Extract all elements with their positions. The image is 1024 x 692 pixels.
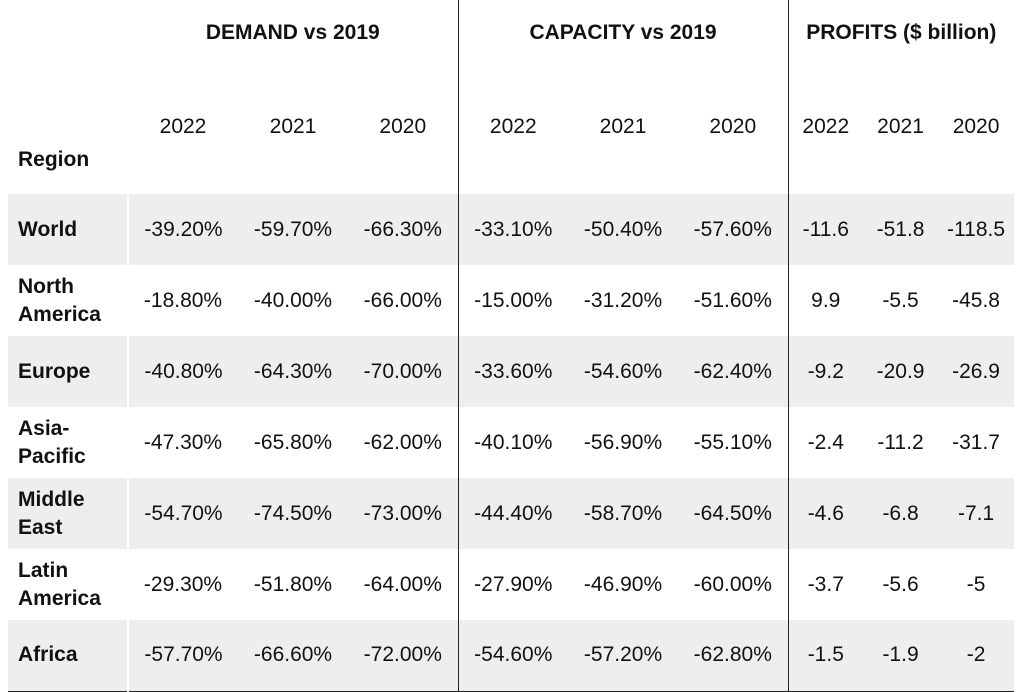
value-cell-demand-2020: -66.00% [348, 265, 459, 336]
value-cell-profits-2021: -5.6 [882, 572, 919, 596]
value-cell-capacity-2021: -50.40% [568, 194, 679, 265]
value-cell-profits-2020: -7.1 [938, 478, 1015, 549]
value-cell-demand-2021: -66.60% [238, 620, 348, 692]
value-cell-profits-2021: -1.9 [863, 620, 939, 692]
value-cell-capacity-2021: -46.90% [583, 572, 663, 596]
region-cell: Latin America [18, 558, 101, 610]
value-cell-capacity-2022: -27.90% [474, 572, 553, 596]
value-cell-profits-2021: -6.8 [863, 478, 939, 549]
value-cell-profits-2022: -3.7 [807, 572, 844, 596]
value-cell-demand-2022: -18.80% [143, 288, 223, 312]
region-cell: Middle East [8, 478, 129, 549]
value-cell-profits-2022: 9.9 [811, 288, 841, 312]
value-cell-capacity-2021: -56.90% [583, 430, 663, 454]
value-cell-profits-2020: -5 [966, 572, 986, 596]
year-header-capacity-2021: 2021 [599, 115, 647, 138]
group-header-demand: DEMAND vs 2019 [128, 0, 459, 66]
data-table-container: DEMAND vs 2019 CAPACITY vs 2019 PROFITS … [8, 0, 1015, 692]
value-cell-capacity-2020: -57.60% [678, 194, 789, 265]
table-row: North America -18.80% -40.00% -66.00% -15.00… [8, 265, 1014, 336]
region-cell: Europe [8, 336, 129, 407]
value-cell-profits-2020: -26.9 [938, 336, 1015, 407]
region-column-header: Region [18, 148, 90, 171]
value-cell-capacity-2021: -58.70% [568, 478, 679, 549]
value-cell-profits-2022: -9.2 [788, 336, 864, 407]
value-cell-capacity-2022: -33.10% [458, 194, 569, 265]
value-cell-profits-2021: -20.9 [863, 336, 939, 407]
value-cell-demand-2020: -66.30% [348, 194, 459, 265]
value-cell-capacity-2021: -57.20% [568, 620, 679, 692]
year-header-profits-2021: 2021 [877, 115, 924, 138]
value-cell-profits-2022: -2.4 [807, 430, 844, 454]
value-cell-profits-2020: -118.5 [938, 194, 1015, 265]
value-cell-demand-2020: -64.00% [348, 549, 459, 620]
value-cell-capacity-2022: -40.10% [474, 430, 553, 454]
value-cell-demand-2022: -29.30% [143, 572, 223, 596]
year-header-demand-2021: 2021 [269, 115, 317, 138]
region-cell: North America [18, 274, 101, 326]
table-row: Africa -57.70% -66.60% -72.00% -54.60% -57.20… [8, 620, 1015, 692]
value-cell-demand-2022: -39.20% [128, 194, 238, 265]
value-cell-capacity-2020: -62.80% [678, 620, 789, 692]
group-header-row: DEMAND vs 2019 CAPACITY vs 2019 PROFITS … [8, 0, 1014, 66]
value-cell-demand-2021: -64.30% [238, 336, 348, 407]
value-cell-demand-2022: -54.70% [128, 478, 238, 549]
region-group-spacer [8, 0, 128, 66]
year-header-demand-2022: 2022 [159, 115, 207, 138]
value-cell-demand-2022: -40.80% [128, 336, 238, 407]
value-cell-capacity-2022: -33.60% [458, 336, 569, 407]
year-header-row: Region 2022 2021 2020 2022 2021 2020 202… [8, 66, 1014, 194]
value-cell-demand-2021: -51.80% [253, 572, 333, 596]
value-cell-profits-2022: -1.5 [788, 620, 864, 692]
value-cell-demand-2022: -47.30% [143, 430, 223, 454]
value-cell-capacity-2021: -31.20% [583, 288, 663, 312]
value-cell-demand-2020: -70.00% [348, 336, 459, 407]
value-cell-profits-2021: -51.8 [863, 194, 939, 265]
value-cell-demand-2021: -74.50% [238, 478, 348, 549]
region-cell: Africa [8, 620, 129, 692]
table-row: Europe -40.80% -64.30% -70.00% -33.60% -54.60… [8, 336, 1015, 407]
value-cell-demand-2020: -73.00% [348, 478, 459, 549]
value-cell-profits-2021: -11.2 [877, 430, 924, 454]
value-cell-capacity-2022: -15.00% [474, 288, 553, 312]
group-header-capacity: CAPACITY vs 2019 [458, 0, 789, 66]
value-cell-capacity-2020: -64.50% [678, 478, 789, 549]
year-header-capacity-2022: 2022 [489, 115, 537, 138]
value-cell-demand-2021: -65.80% [253, 430, 333, 454]
value-cell-demand-2020: -62.00% [348, 407, 459, 478]
value-cell-profits-2020: -45.8 [952, 288, 1000, 312]
value-cell-profits-2020: -31.7 [952, 430, 1000, 454]
airline-data-table: DEMAND vs 2019 CAPACITY vs 2019 PROFITS … [8, 0, 1015, 692]
value-cell-demand-2021: -40.00% [253, 288, 333, 312]
value-cell-capacity-2022: -54.60% [458, 620, 569, 692]
region-cell: World [8, 194, 129, 265]
value-cell-capacity-2020: -60.00% [678, 549, 789, 620]
year-header-capacity-2020: 2020 [678, 66, 789, 194]
value-cell-capacity-2020: -55.10% [678, 407, 789, 478]
year-header-demand-2020: 2020 [348, 66, 459, 194]
value-cell-profits-2021: -5.5 [882, 288, 919, 312]
year-header-profits-2020: 2020 [952, 115, 1000, 138]
value-cell-capacity-2021: -54.60% [568, 336, 679, 407]
value-cell-profits-2022: -4.6 [788, 478, 864, 549]
value-cell-demand-2020: -72.00% [348, 620, 459, 692]
year-header-profits-2022: 2022 [802, 115, 850, 138]
value-cell-capacity-2020: -51.60% [678, 265, 789, 336]
value-cell-demand-2021: -59.70% [238, 194, 348, 265]
value-cell-capacity-2020: -62.40% [678, 336, 789, 407]
value-cell-demand-2022: -57.70% [128, 620, 238, 692]
group-header-profits: PROFITS ($ billion) [806, 21, 997, 44]
value-cell-profits-2022: -11.6 [788, 194, 864, 265]
table-row: World -39.20% -59.70% -66.30% -33.10% -50.40%… [8, 194, 1015, 265]
region-cell: Asia-Pacific [18, 416, 86, 468]
table-row: Latin America -29.30% -51.80% -64.00% -27.90… [8, 549, 1014, 620]
table-body: World -39.20% -59.70% -66.30% -33.10% -50.40%… [8, 194, 1015, 692]
table-row: Middle East -54.70% -74.50% -73.00% -44.40% -… [8, 478, 1015, 549]
value-cell-capacity-2022: -44.40% [458, 478, 569, 549]
table-row: Asia-Pacific -47.30% -65.80% -62.00% -40.10%… [8, 407, 1014, 478]
value-cell-profits-2020: -2 [938, 620, 1015, 692]
